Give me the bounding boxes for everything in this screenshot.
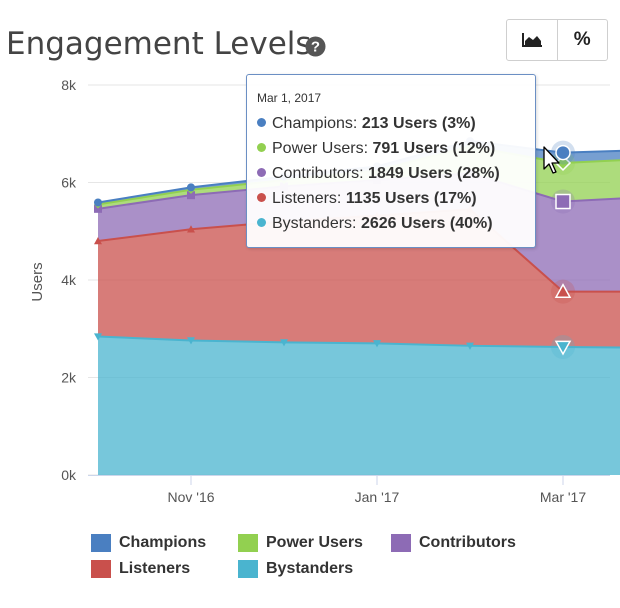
hover-markers bbox=[551, 140, 575, 359]
tooltip-value: 213 Users (3%) bbox=[361, 115, 476, 132]
tooltip-row-contributors: Contributors: 1849 Users (28%) bbox=[257, 165, 500, 183]
y-tick-label: 8k bbox=[61, 77, 77, 93]
marker-bystanders bbox=[280, 339, 288, 347]
tooltip-dot bbox=[257, 218, 266, 227]
chart-tooltip: Mar 1, 2017 Champions: 213 Users (3%) Pow… bbox=[246, 74, 536, 248]
tooltip-label: Champions: bbox=[272, 115, 362, 132]
tooltip-value: 2626 Users (40%) bbox=[360, 215, 493, 232]
legend-label: Power Users bbox=[266, 534, 363, 551]
x-tick-label: Jan '17 bbox=[355, 489, 400, 505]
y-axis: 0k 2k 4k 6k 8k Users bbox=[29, 77, 77, 483]
legend-label: Bystanders bbox=[266, 560, 354, 577]
tooltip-dot bbox=[257, 193, 266, 202]
tooltip-row-power-users: Power Users: 791 Users (12%) bbox=[257, 140, 495, 158]
mouse-cursor-icon bbox=[543, 146, 560, 174]
y-tick-label: 4k bbox=[61, 272, 77, 288]
y-axis-label: Users bbox=[29, 262, 46, 301]
marker-champions bbox=[187, 183, 195, 192]
legend-item-power-users[interactable]: Power Users bbox=[238, 534, 363, 552]
tooltip-label: Listeners: bbox=[272, 190, 346, 207]
legend: Champions Power Users Contributors Listener… bbox=[91, 534, 591, 594]
tooltip-row-listeners: Listeners: 1135 Users (17%) bbox=[257, 190, 477, 208]
marker-contributors bbox=[187, 191, 195, 200]
legend-swatch bbox=[238, 534, 258, 552]
marker-bystanders bbox=[466, 342, 474, 350]
legend-swatch bbox=[238, 560, 258, 578]
marker-champions bbox=[94, 198, 102, 207]
page-title: Engagement Levels bbox=[6, 26, 312, 62]
area-chart-button[interactable] bbox=[507, 20, 557, 60]
tooltip-value: 1135 Users (17%) bbox=[345, 190, 477, 207]
legend-item-contributors[interactable]: Contributors bbox=[391, 534, 516, 552]
tooltip-value: 791 Users (12%) bbox=[372, 140, 496, 157]
marker-bystanders bbox=[187, 337, 195, 345]
svg-text:?: ? bbox=[311, 39, 320, 56]
marker-listeners bbox=[187, 225, 195, 233]
tooltip-label: Power Users: bbox=[272, 140, 373, 157]
tooltip-value: 1849 Users (28%) bbox=[368, 165, 500, 182]
tooltip-label: Contributors: bbox=[272, 165, 369, 182]
area-chart-icon bbox=[521, 33, 542, 47]
tooltip-dot bbox=[257, 143, 266, 152]
help-icon[interactable]: ? bbox=[305, 36, 326, 57]
marker-bystanders bbox=[94, 333, 102, 341]
legend-label: Champions bbox=[119, 534, 207, 551]
chart-mode-toggle: % bbox=[506, 19, 608, 61]
hover-marker-champions bbox=[555, 144, 571, 161]
y-tick-label: 0k bbox=[61, 467, 77, 483]
hover-marker-listeners bbox=[554, 283, 572, 299]
y-tick-label: 2k bbox=[61, 370, 77, 386]
x-axis: Nov '16 Jan '17 Mar '17 bbox=[88, 475, 610, 505]
x-tick-label: Mar '17 bbox=[540, 489, 586, 505]
legend-label: Contributors bbox=[419, 534, 516, 551]
y-tick-label: 6k bbox=[61, 175, 77, 191]
marker-contributors bbox=[94, 204, 102, 213]
legend-swatch bbox=[91, 534, 111, 552]
x-tick-label: Nov '16 bbox=[167, 489, 214, 505]
legend-swatch bbox=[91, 560, 111, 578]
marker-bystanders bbox=[373, 340, 381, 348]
legend-item-listeners[interactable]: Listeners bbox=[91, 560, 190, 578]
hover-marker-bystanders bbox=[554, 340, 572, 356]
legend-item-champions[interactable]: Champions bbox=[91, 534, 206, 552]
tooltip-dot bbox=[257, 168, 266, 177]
tooltip-label: Bystanders: bbox=[272, 215, 361, 232]
legend-item-bystanders[interactable]: Bystanders bbox=[238, 560, 353, 578]
tooltip-date: Mar 1, 2017 bbox=[257, 91, 322, 105]
percent-button[interactable]: % bbox=[556, 20, 608, 60]
legend-label: Listeners bbox=[119, 560, 191, 577]
area-bystanders bbox=[98, 336, 620, 475]
hover-marker-contributors bbox=[555, 193, 571, 210]
tooltip-row-champions: Champions: 213 Users (3%) bbox=[257, 115, 476, 133]
tooltip-dot bbox=[257, 118, 266, 127]
marker-listeners bbox=[94, 237, 102, 245]
tooltip-row-bystanders: Bystanders: 2626 Users (40%) bbox=[257, 215, 493, 233]
legend-swatch bbox=[391, 534, 411, 552]
